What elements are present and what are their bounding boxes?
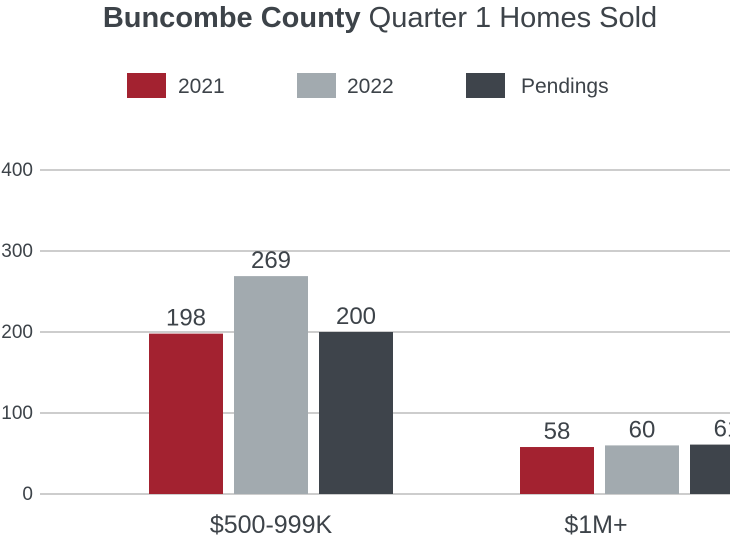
legend-label-2022: 2022 <box>347 75 394 98</box>
data-label-1m-2021: 58 <box>544 418 571 445</box>
legend-label-pendings: Pendings <box>521 75 609 98</box>
bar-1m-2021 <box>520 447 594 494</box>
x-category-label-1m: $1M+ <box>564 511 627 539</box>
data-label-1m-2022: 60 <box>629 416 656 443</box>
bar-1m-pendings <box>690 444 730 494</box>
data-label-500-999k-2022: 269 <box>251 247 291 274</box>
x-axis-category-labels: $500-999K $1M+ <box>210 511 628 539</box>
chart-title-rest: Quarter 1 Homes Sold <box>368 2 658 34</box>
chart-title-bold: Buncombe County <box>102 2 361 34</box>
legend: 2021 2022 Pendings <box>127 73 609 98</box>
y-tick-label-200: 200 <box>1 322 33 343</box>
data-labels: 198 269 200 58 60 61 <box>166 247 730 445</box>
legend-label-2021: 2021 <box>178 75 225 98</box>
data-label-500-999k-pendings: 200 <box>336 303 376 330</box>
y-tick-label-100: 100 <box>1 403 33 424</box>
y-axis-tick-labels: 0 100 200 300 400 <box>1 160 33 505</box>
x-category-label-500-999k: $500-999K <box>210 511 333 539</box>
bar-1m-2022 <box>605 445 679 494</box>
legend-swatch-2021 <box>127 73 166 98</box>
bar-500-999k-2022 <box>234 276 308 494</box>
data-label-500-999k-2021: 198 <box>166 305 206 332</box>
legend-swatch-pendings <box>466 73 505 98</box>
bar-500-999k-2021 <box>149 333 223 494</box>
bars <box>149 276 730 494</box>
y-tick-label-300: 300 <box>1 241 33 262</box>
bar-500-999k-pendings <box>319 332 393 494</box>
data-label-1m-pendings: 61 <box>714 416 730 443</box>
legend-swatch-2022 <box>297 73 336 98</box>
y-tick-label-0: 0 <box>22 484 33 505</box>
y-tick-label-400: 400 <box>1 160 33 181</box>
chart-title: Buncombe County Quarter 1 Homes Sold <box>0 2 730 35</box>
